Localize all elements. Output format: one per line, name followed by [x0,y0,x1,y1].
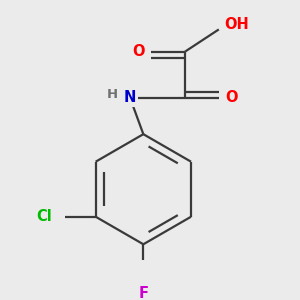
Text: H: H [107,88,118,101]
Text: O: O [133,44,145,59]
Text: OH: OH [224,17,249,32]
Text: N: N [124,90,136,105]
Text: F: F [138,286,148,300]
Text: O: O [225,90,238,105]
Text: Cl: Cl [36,209,52,224]
